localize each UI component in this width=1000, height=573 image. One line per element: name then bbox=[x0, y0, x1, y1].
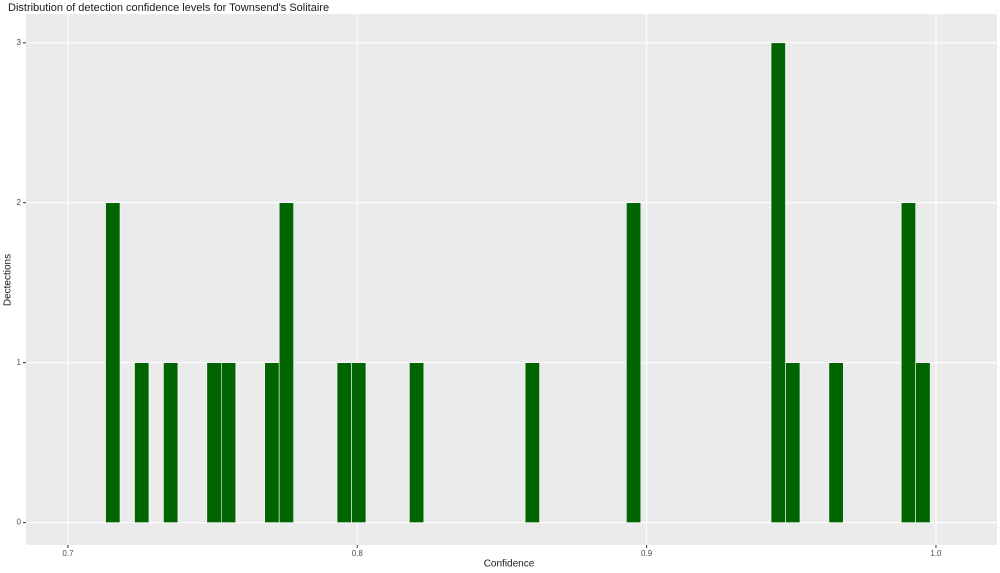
bar bbox=[409, 362, 425, 523]
x-tick-label: 1.0 bbox=[930, 549, 942, 558]
y-tick-label: 2 bbox=[17, 198, 22, 207]
y-axis-title: Dectections bbox=[3, 254, 14, 306]
bar bbox=[105, 202, 121, 523]
bar bbox=[264, 362, 280, 523]
x-tick-label: 0.8 bbox=[352, 549, 364, 558]
x-tick-label: 0.7 bbox=[62, 549, 74, 558]
chart-title: Distribution of detection confidence lev… bbox=[8, 2, 329, 14]
bar bbox=[915, 362, 931, 523]
bar bbox=[206, 362, 222, 523]
bar bbox=[524, 362, 540, 523]
bar bbox=[163, 362, 179, 523]
bar bbox=[278, 202, 294, 523]
bar bbox=[828, 362, 844, 523]
y-tick-label: 1 bbox=[17, 358, 22, 367]
x-tick-label: 0.9 bbox=[641, 549, 653, 558]
bar bbox=[785, 362, 801, 523]
y-tick-label: 3 bbox=[17, 38, 22, 47]
bar bbox=[626, 202, 642, 523]
bar bbox=[134, 362, 150, 523]
x-axis-title: Confidence bbox=[484, 559, 535, 570]
bar bbox=[770, 42, 786, 523]
bar bbox=[900, 202, 916, 523]
bar bbox=[351, 362, 367, 523]
bar bbox=[220, 362, 237, 523]
bar bbox=[336, 362, 352, 523]
y-tick-label: 0 bbox=[17, 518, 22, 527]
